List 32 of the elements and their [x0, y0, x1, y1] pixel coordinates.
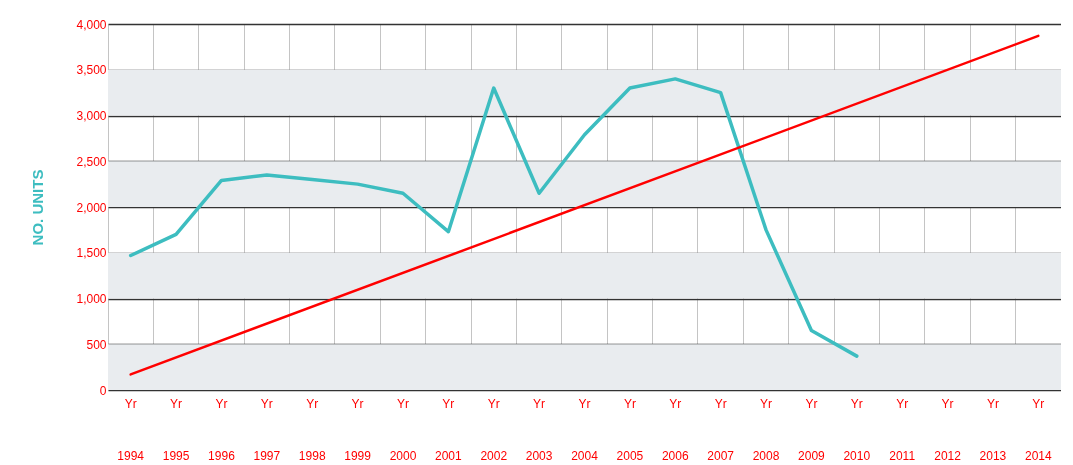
category-label: Yr 2000: [389, 396, 417, 463]
category-label: Yr 2009: [798, 396, 825, 463]
y-tick-label: 4,000: [76, 17, 107, 32]
y-tick-label: 3,500: [76, 63, 107, 78]
category-label: Yr 1996: [208, 396, 235, 463]
y-tick-label: 2,000: [76, 200, 107, 215]
category-label: Yr 1997: [253, 396, 281, 463]
category-label: Yr 2002: [480, 396, 508, 463]
category-label: Yr 1994: [117, 396, 145, 463]
y-axis-title: NO. UNITS: [29, 169, 47, 246]
category-label: Yr 2005: [616, 396, 644, 463]
y-tick-label: 3,000: [76, 109, 107, 123]
category-label: Yr 2006: [661, 396, 689, 463]
category-label: Yr 2003: [525, 396, 553, 463]
category-label: Yr 2011: [889, 396, 916, 463]
category-label: Yr 2012: [934, 396, 961, 463]
category-label: Yr 1998: [298, 396, 326, 463]
category-label: Yr 1995: [162, 396, 190, 463]
y-tick-label: 500: [86, 337, 107, 352]
category-label: Yr 2010: [843, 396, 871, 463]
y-tick-label: 1,000: [76, 292, 107, 306]
category-label: Yr 1999: [344, 396, 371, 463]
category-label: Yr 2008: [752, 396, 780, 463]
y-tick-label: 2,500: [76, 154, 107, 169]
category-label: Yr 2004: [571, 396, 598, 463]
line-series: [128, 77, 859, 358]
y-tick-label: 0: [99, 383, 107, 398]
category-label: Yr 2014: [1024, 396, 1052, 463]
y-tick-label: 1,500: [76, 246, 107, 261]
category-label: Yr 2001: [435, 396, 462, 463]
category-label: Yr 2007: [707, 396, 734, 463]
category-label: Yr 2013: [979, 396, 1007, 463]
